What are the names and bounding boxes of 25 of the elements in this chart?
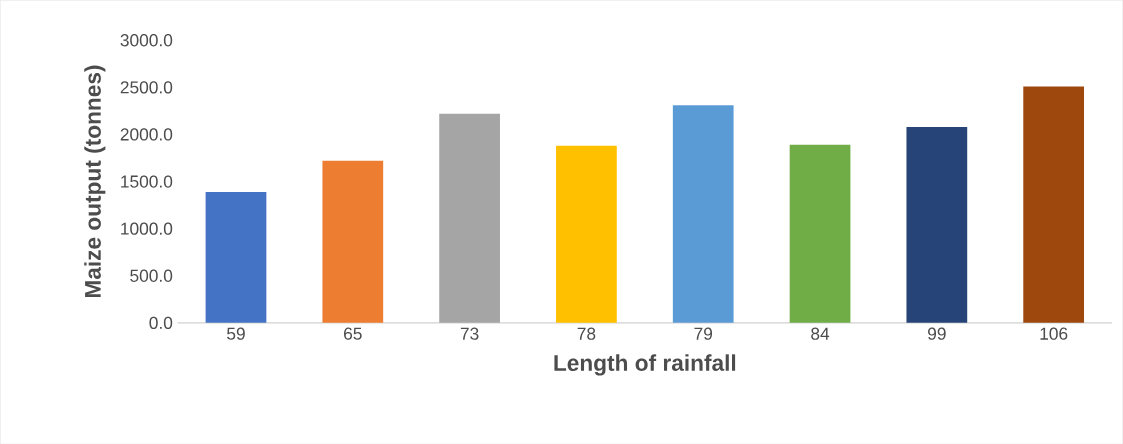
bar: [205, 191, 267, 323]
y-tick-label: 3000.0: [120, 33, 173, 47]
bar: [906, 126, 968, 323]
x-tick-label: 99: [928, 327, 946, 340]
y-tick-label: 1500.0: [121, 175, 173, 188]
y-tick-label: 2500.0: [120, 80, 173, 94]
y-tick-label: 2000.0: [120, 128, 173, 141]
y-tick-label: 500.0: [130, 269, 173, 282]
x-tick-label: 65: [344, 327, 362, 340]
bar: [439, 113, 500, 323]
y-axis-title: Maize output (tonnes): [84, 65, 106, 297]
x-tick-label: 59: [227, 327, 245, 340]
bar: [789, 144, 851, 323]
x-axis-title: Length of rainfall: [554, 354, 736, 376]
x-tick-label: 73: [460, 327, 479, 340]
bar: [556, 145, 617, 323]
y-tick-label: 0.0: [149, 316, 173, 329]
bar: [1023, 86, 1085, 323]
x-tick-label: 84: [811, 327, 830, 340]
x-tick-label: 78: [577, 327, 596, 340]
bar: [672, 105, 734, 323]
bar: [322, 160, 384, 323]
x-tick-label: 106: [1040, 327, 1068, 340]
y-tick-label: 1000.0: [121, 222, 173, 235]
x-tick-label: 79: [694, 327, 713, 340]
